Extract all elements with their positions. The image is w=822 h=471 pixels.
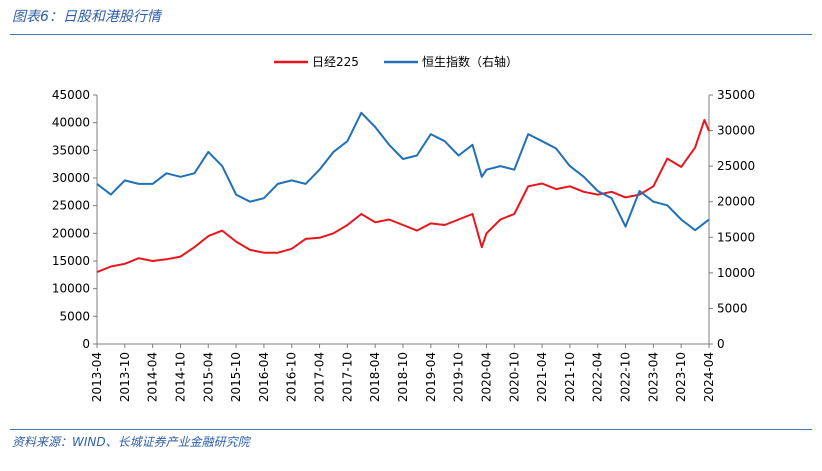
x-tick-label: 2020-04 <box>479 352 493 402</box>
x-tick-label: 2018-04 <box>368 352 382 402</box>
y-right-tick-label: 10000 <box>717 266 755 280</box>
legend-label-hsi-name: 恒生指数 <box>422 54 470 69</box>
y-left-tick-label: 30000 <box>52 171 90 185</box>
series-lines <box>96 111 710 274</box>
x-tick-label: 2020-10 <box>507 352 521 402</box>
figure-source: 资料来源：WIND、长城证券产业金融研究院 <box>12 435 250 449</box>
y-left-tick-label: 15000 <box>52 254 90 268</box>
y-right-tick-label: 20000 <box>717 195 755 209</box>
y-left-tick-label: 5000 <box>59 309 90 323</box>
x-tick-label: 2017-10 <box>340 352 354 402</box>
series-line-nikkei <box>96 118 710 274</box>
bottom-rule <box>10 429 812 430</box>
x-tick-label: 2016-10 <box>285 352 299 402</box>
top-rule <box>10 34 812 35</box>
y-right-tick-label: 5000 <box>717 301 748 315</box>
y-left-tick-label: 0 <box>82 337 90 351</box>
x-tick-label: 2013-10 <box>118 352 132 402</box>
legend: 日经225 恒生指数（右轴） <box>274 54 518 69</box>
y-right-tick-label: 35000 <box>717 88 755 102</box>
y-left-tick-label: 45000 <box>52 88 90 102</box>
x-tick-label: 2019-10 <box>452 352 466 402</box>
legend-label-hsi-suffix: （右轴） <box>470 54 518 69</box>
x-tick-label: 2022-10 <box>619 352 633 402</box>
x-tick-label: 2014-10 <box>173 352 187 402</box>
x-tick-label: 2015-04 <box>201 352 215 402</box>
x-tick-label: 2015-10 <box>229 352 243 402</box>
series-line-hsi <box>96 111 710 232</box>
x-tick-label: 2019-04 <box>424 352 438 402</box>
x-tick-label: 2022-04 <box>591 352 605 402</box>
y-right-tick-label: 0 <box>717 337 725 351</box>
legend-label-hsi: 恒生指数（右轴） <box>422 54 518 69</box>
axes <box>93 94 713 348</box>
y-left-tick-label: 35000 <box>52 143 90 157</box>
x-tick-label: 2021-04 <box>535 352 549 402</box>
x-tick-label: 2023-04 <box>646 352 660 402</box>
y-left-tick-label: 10000 <box>52 282 90 296</box>
y-right-tick-label: 25000 <box>717 159 755 173</box>
legend-label-nikkei: 日经225 <box>312 55 359 69</box>
y-left-tick-label: 25000 <box>52 199 90 213</box>
y-left-tick-label: 40000 <box>52 116 90 130</box>
tick-labels: 0 5000 10000 15000 20000 25000 30000 35000 40000… <box>52 88 755 402</box>
y-right-tick-label: 15000 <box>717 230 755 244</box>
y-right-tick-label: 30000 <box>717 124 755 138</box>
x-tick-label: 2024-04 <box>702 352 716 402</box>
figure-title: 图表6：日股和港股行情 <box>12 9 161 25</box>
x-tick-label: 2016-04 <box>257 352 271 402</box>
x-tick-label: 2017-04 <box>313 352 327 402</box>
x-tick-label: 2014-04 <box>146 352 160 402</box>
x-tick-label: 2023-10 <box>674 352 688 402</box>
x-tick-label: 2018-10 <box>396 352 410 402</box>
x-tick-label: 2013-04 <box>90 352 104 402</box>
x-tick-label: 2021-10 <box>563 352 577 402</box>
y-left-tick-label: 20000 <box>52 226 90 240</box>
